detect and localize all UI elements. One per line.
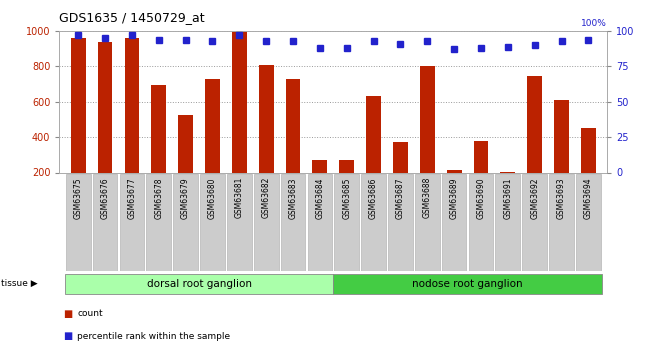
Text: GSM63687: GSM63687 (396, 177, 405, 219)
Text: GSM63691: GSM63691 (504, 177, 512, 219)
Text: GSM63675: GSM63675 (74, 177, 82, 219)
Text: GSM63688: GSM63688 (423, 177, 432, 218)
FancyBboxPatch shape (442, 174, 467, 271)
Bar (232, 31, 247, 172)
Bar (71, 38, 86, 172)
FancyBboxPatch shape (333, 274, 602, 294)
FancyBboxPatch shape (65, 274, 333, 294)
Text: GDS1635 / 1450729_at: GDS1635 / 1450729_at (59, 11, 205, 24)
FancyBboxPatch shape (66, 174, 90, 271)
Bar (500, 171, 515, 172)
Text: GSM63678: GSM63678 (154, 177, 163, 219)
Text: GSM63681: GSM63681 (235, 177, 244, 218)
FancyBboxPatch shape (415, 174, 440, 271)
Text: ■: ■ (63, 332, 72, 341)
FancyBboxPatch shape (496, 174, 520, 271)
Bar (339, 160, 354, 172)
Text: GSM63677: GSM63677 (127, 177, 137, 219)
Bar (259, 65, 273, 172)
Bar (447, 170, 461, 172)
Bar (527, 76, 542, 172)
Text: percentile rank within the sample: percentile rank within the sample (77, 332, 230, 341)
Text: GSM63682: GSM63682 (261, 177, 271, 218)
Bar (474, 141, 488, 172)
Bar (581, 128, 596, 172)
Text: GSM63692: GSM63692 (530, 177, 539, 219)
FancyBboxPatch shape (522, 174, 547, 271)
Text: tissue ▶: tissue ▶ (1, 279, 38, 288)
FancyBboxPatch shape (147, 174, 171, 271)
Bar (366, 97, 381, 172)
FancyBboxPatch shape (469, 174, 493, 271)
FancyBboxPatch shape (119, 174, 145, 271)
Text: ■: ■ (63, 309, 72, 319)
Text: GSM63683: GSM63683 (288, 177, 298, 219)
FancyBboxPatch shape (388, 174, 412, 271)
Text: GSM63684: GSM63684 (315, 177, 324, 219)
FancyBboxPatch shape (254, 174, 279, 271)
Bar (151, 85, 166, 172)
Bar (554, 100, 569, 172)
Text: GSM63693: GSM63693 (557, 177, 566, 219)
Bar (178, 115, 193, 172)
FancyBboxPatch shape (200, 174, 225, 271)
Text: GSM63690: GSM63690 (477, 177, 486, 219)
Text: nodose root ganglion: nodose root ganglion (412, 279, 523, 289)
Text: GSM63689: GSM63689 (449, 177, 459, 219)
FancyBboxPatch shape (549, 174, 574, 271)
FancyBboxPatch shape (280, 174, 306, 271)
FancyBboxPatch shape (174, 174, 198, 271)
FancyBboxPatch shape (227, 174, 251, 271)
Bar (125, 38, 139, 172)
Bar (98, 42, 112, 172)
Text: GSM63686: GSM63686 (369, 177, 378, 219)
FancyBboxPatch shape (335, 174, 359, 271)
Text: GSM63679: GSM63679 (181, 177, 190, 219)
FancyBboxPatch shape (308, 174, 332, 271)
Text: count: count (77, 309, 103, 318)
Bar (420, 66, 435, 172)
Bar (205, 79, 220, 172)
Bar (286, 79, 300, 172)
FancyBboxPatch shape (92, 174, 117, 271)
Text: GSM63694: GSM63694 (584, 177, 593, 219)
FancyBboxPatch shape (576, 174, 601, 271)
Text: GSM63685: GSM63685 (343, 177, 351, 219)
Text: 100%: 100% (581, 19, 607, 28)
Text: GSM63676: GSM63676 (100, 177, 110, 219)
Bar (393, 141, 408, 172)
Text: dorsal root ganglion: dorsal root ganglion (147, 279, 251, 289)
Bar (312, 160, 327, 172)
FancyBboxPatch shape (361, 174, 386, 271)
Text: GSM63680: GSM63680 (208, 177, 217, 219)
